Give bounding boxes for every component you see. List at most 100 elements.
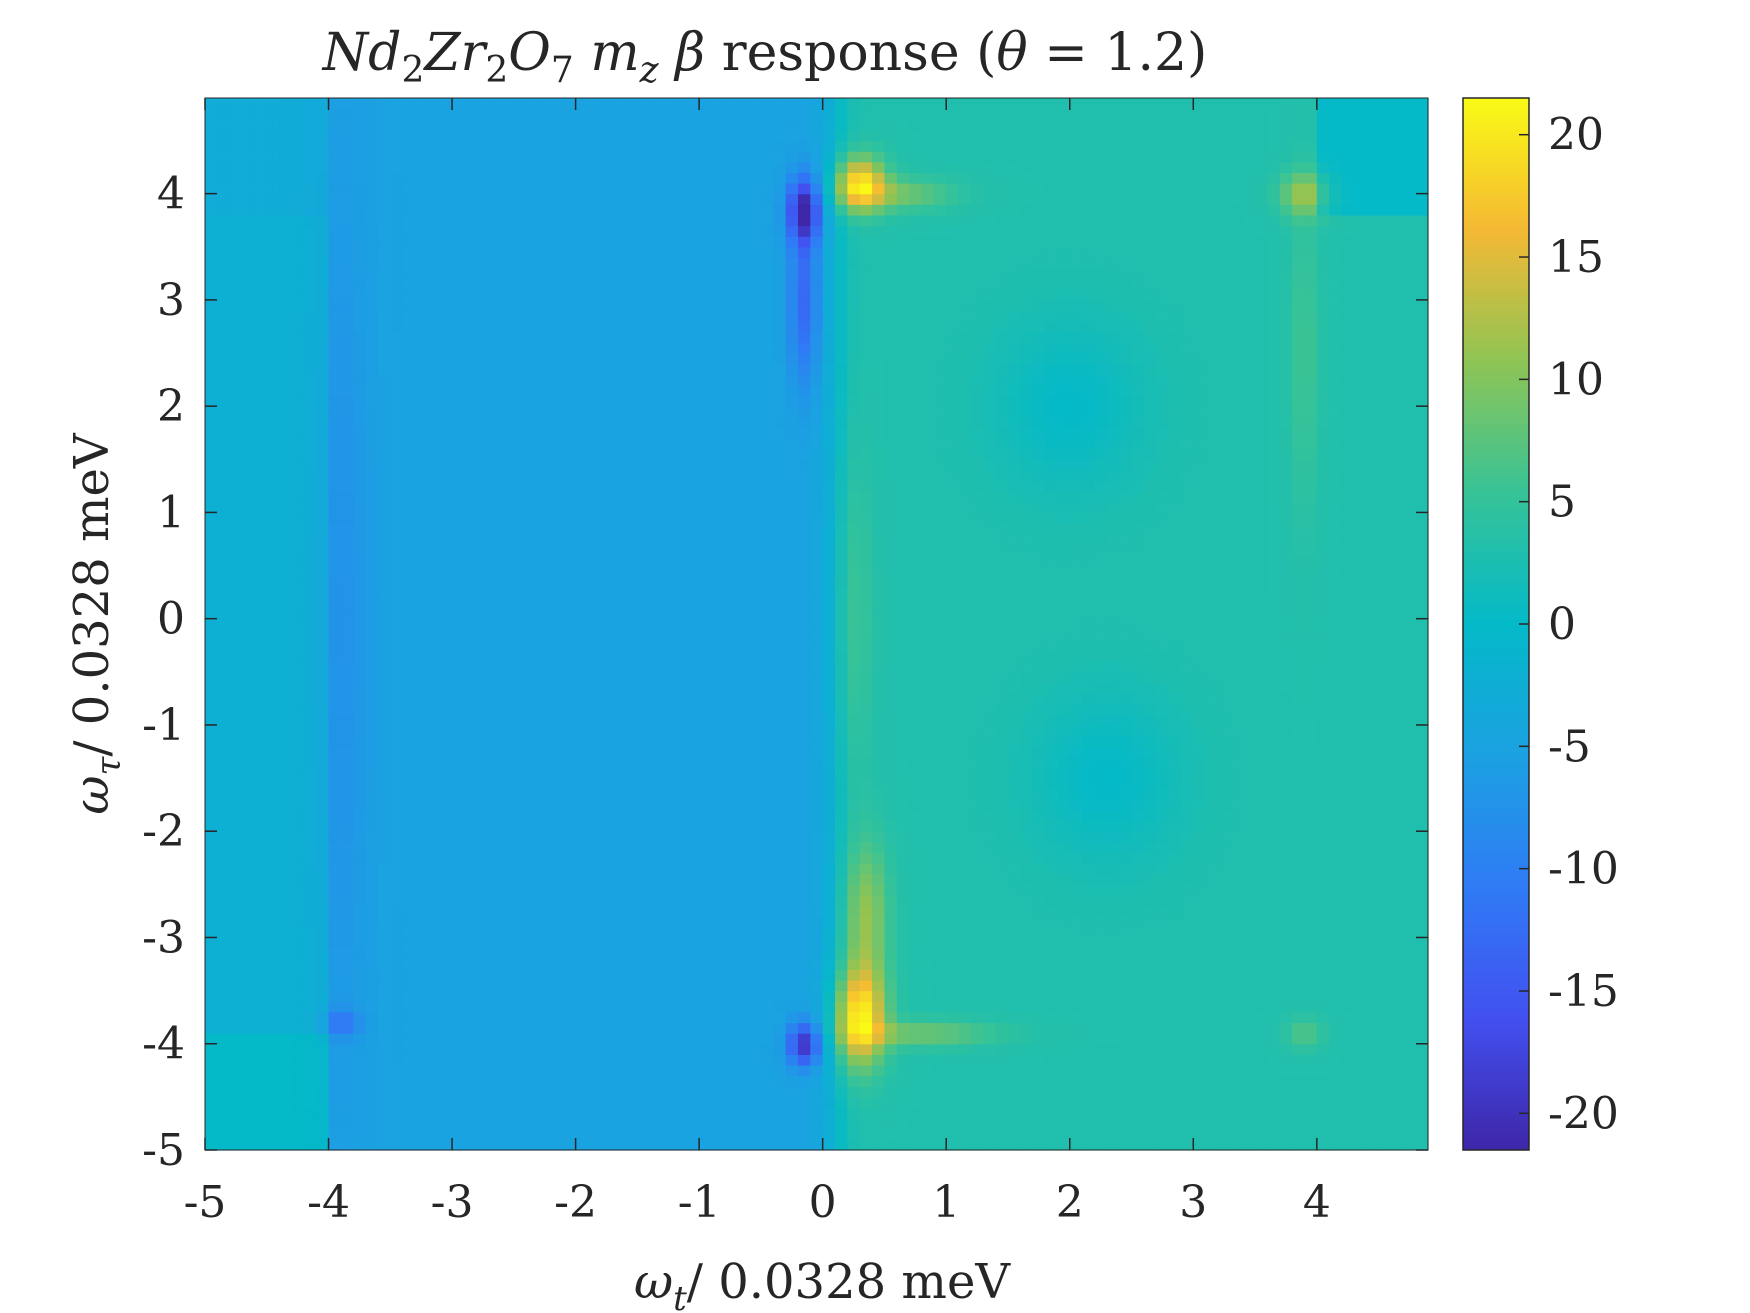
heatmap-cell — [674, 204, 688, 216]
heatmap-cell — [501, 1054, 515, 1066]
heatmap-cell — [303, 979, 317, 992]
heatmap-cell — [452, 193, 466, 205]
heatmap-cell — [550, 448, 564, 460]
heatmap-cell — [723, 395, 737, 407]
heatmap-cell — [563, 682, 577, 694]
heatmap-cell — [538, 491, 552, 503]
heatmap-cell — [625, 1022, 638, 1034]
heatmap-cell — [291, 1139, 305, 1151]
heatmap-cell — [266, 1118, 280, 1130]
heatmap-cell — [550, 491, 564, 503]
heatmap-cell — [340, 629, 354, 641]
heatmap-cell — [550, 820, 564, 832]
heatmap-cell — [489, 565, 503, 577]
heatmap-cell — [439, 459, 453, 471]
heatmap-cell — [699, 299, 713, 312]
heatmap-cell — [316, 108, 330, 120]
heatmap-cell — [513, 1128, 527, 1140]
heatmap-cell — [600, 863, 614, 875]
heatmap-cell — [637, 1054, 651, 1066]
heatmap-cell — [822, 894, 836, 907]
heatmap-cell — [686, 119, 700, 131]
heatmap-cell — [686, 416, 700, 429]
heatmap-cell — [439, 310, 453, 322]
heatmap-cell — [291, 299, 305, 312]
heatmap-cell — [489, 1054, 503, 1066]
heatmap-cell — [316, 1011, 330, 1024]
heatmap-cell — [723, 852, 737, 864]
heatmap-cell — [773, 841, 787, 854]
heatmap-cell — [612, 406, 626, 418]
heatmap-cell — [427, 788, 441, 800]
heatmap-cell — [612, 183, 626, 195]
heatmap-cell — [538, 448, 552, 460]
heatmap-cell — [340, 374, 354, 386]
heatmap-cell — [785, 193, 799, 205]
heatmap-cell — [217, 406, 231, 418]
heatmap-cell — [575, 278, 589, 290]
heatmap-cell — [316, 1075, 330, 1087]
heatmap-cell — [550, 778, 564, 790]
heatmap-cell — [600, 1064, 614, 1077]
heatmap-cell — [377, 236, 391, 248]
heatmap-cell — [785, 384, 799, 397]
heatmap-cell — [377, 650, 391, 662]
heatmap-cell — [674, 438, 688, 450]
heatmap-cell — [587, 406, 601, 418]
heatmap-cell — [279, 979, 293, 992]
heatmap-cell — [810, 618, 824, 630]
heatmap-cell — [303, 214, 317, 227]
heatmap-cell — [686, 661, 700, 673]
heatmap-cell — [229, 841, 243, 854]
heatmap-cell — [612, 682, 626, 694]
heatmap-cell — [489, 459, 503, 471]
heatmap-cell — [662, 948, 676, 960]
heatmap-cell — [452, 384, 466, 397]
heatmap-cell — [279, 278, 293, 290]
heatmap-cell — [501, 1107, 515, 1119]
heatmap-cell — [513, 108, 527, 120]
heatmap-cell — [550, 1075, 564, 1087]
heatmap-cell — [328, 448, 342, 460]
heatmap-cell — [526, 299, 540, 312]
heatmap-cell — [303, 639, 317, 652]
heatmap-cell — [773, 1118, 787, 1130]
heatmap-cell — [217, 310, 231, 322]
heatmap-cell — [452, 204, 466, 216]
heatmap-cell — [587, 480, 601, 492]
heatmap-cell — [439, 884, 453, 896]
heatmap-cell — [760, 310, 774, 322]
heatmap-cell — [538, 299, 552, 312]
heatmap-cell — [649, 1054, 663, 1066]
heatmap-cell — [748, 958, 762, 970]
heatmap-cell — [205, 650, 218, 662]
heatmap-cell — [353, 1001, 367, 1013]
heatmap-cell — [600, 1054, 614, 1066]
heatmap-cell — [254, 788, 268, 800]
heatmap-cell — [402, 491, 416, 503]
heatmap-cell — [575, 1064, 589, 1077]
heatmap-cell — [575, 406, 589, 418]
heatmap-cell — [575, 916, 589, 928]
heatmap-cell — [600, 586, 614, 599]
heatmap-cell — [489, 799, 503, 811]
heatmap-cell — [340, 204, 354, 216]
heatmap-cell — [390, 448, 404, 460]
heatmap-cell — [748, 831, 762, 843]
heatmap-cell — [810, 172, 824, 184]
heatmap-cell — [625, 618, 638, 630]
heatmap-cell — [476, 682, 490, 694]
heatmap-cell — [464, 884, 478, 896]
heatmap-cell — [377, 501, 391, 514]
heatmap-cell — [637, 586, 651, 599]
heatmap-cell — [587, 523, 601, 535]
heatmap-cell — [612, 98, 626, 110]
heatmap-cell — [365, 204, 379, 216]
heatmap-cell — [205, 183, 218, 195]
heatmap-cell — [390, 863, 404, 875]
heatmap-cell — [526, 693, 540, 705]
heatmap-cell — [760, 948, 774, 960]
heatmap-cell — [303, 724, 317, 737]
heatmap-cell — [810, 735, 824, 747]
heatmap-cell — [217, 1139, 231, 1151]
